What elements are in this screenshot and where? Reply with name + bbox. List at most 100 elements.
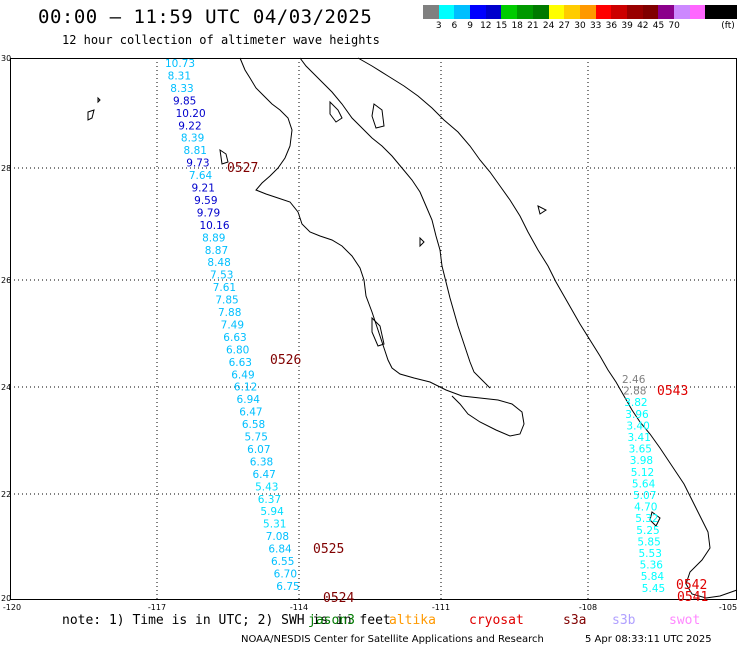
wave-height-value: 7.49 — [221, 319, 244, 331]
wave-height-value: 6.49 — [231, 369, 254, 381]
color-scale-bar — [423, 5, 737, 19]
lat-tick-26: 26 — [1, 276, 12, 285]
color-swatch — [705, 5, 722, 19]
lon-tick-108: -108 — [578, 603, 598, 612]
wave-height-value: 3.65 — [629, 444, 652, 456]
color-scale-label: 6 — [451, 21, 458, 31]
wave-height-value: 5.53 — [639, 548, 662, 560]
baja-pacific-coast — [239, 57, 525, 437]
wave-height-value: 10.20 — [176, 108, 206, 120]
wave-height-value: 5.43 — [255, 481, 278, 493]
tres-marias — [649, 511, 661, 527]
color-scale-label: 12 — [480, 21, 492, 31]
wave-height-value: 7.85 — [215, 295, 238, 307]
map-frame — [10, 58, 737, 600]
color-swatch — [721, 5, 737, 19]
lon-tick-117: -117 — [147, 603, 167, 612]
color-swatch — [423, 5, 439, 19]
color-scale-label: 3 — [435, 21, 442, 31]
pass-time-label: 0543 — [657, 384, 688, 399]
color-swatch — [642, 5, 659, 19]
color-swatch — [658, 5, 674, 19]
lon-tick-114: -114 — [289, 603, 309, 612]
color-swatch — [674, 5, 690, 19]
lon-tick-105: -105 — [718, 603, 738, 612]
color-swatch — [548, 5, 565, 19]
wave-height-value: 6.55 — [271, 556, 294, 568]
wave-height-value: 5.75 — [245, 432, 268, 444]
wave-height-value: 10.16 — [199, 220, 229, 232]
color-scale-label: 42 — [637, 21, 649, 31]
wave-height-value: 8.81 — [184, 145, 207, 157]
wave-height-value: 4.70 — [634, 502, 657, 514]
pass-time-label: 0541 — [677, 590, 708, 605]
satellite-s3b: s3b — [612, 613, 635, 628]
wave-height-value: 5.36 — [640, 560, 664, 572]
color-swatch — [579, 5, 596, 19]
wave-height-value: 5.84 — [641, 571, 665, 583]
color-scale-label: 24 — [542, 21, 555, 31]
wave-height-value: 2.88 — [623, 386, 646, 398]
color-scale-label: 33 — [589, 21, 602, 31]
wave-height-value: 5.64 — [632, 478, 656, 490]
wave-height-value: 6.07 — [247, 444, 270, 456]
wave-height-value: 6.70 — [274, 568, 297, 580]
map-title: 00:00 – 11:59 UTC 04/03/2025 — [38, 6, 373, 28]
color-swatch — [485, 5, 502, 19]
wave-height-value: 9.22 — [178, 120, 201, 132]
color-swatch — [438, 5, 455, 19]
wave-height-value: 6.12 — [234, 382, 257, 394]
color-swatch — [532, 5, 549, 19]
wave-height-value: 8.48 — [207, 257, 230, 269]
lon-tick-120: -120 — [2, 603, 22, 612]
color-swatch — [689, 5, 706, 19]
wave-height-value: 5.07 — [633, 490, 656, 502]
gulf-island-1 — [419, 236, 425, 248]
lat-tick-24: 24 — [1, 383, 12, 392]
color-swatch — [611, 5, 627, 19]
lat-tick-20: 20 — [1, 594, 12, 603]
wave-height-value: 9.73 — [186, 158, 209, 170]
wave-height-value: 6.58 — [242, 419, 265, 431]
wave-height-value: 6.63 — [229, 357, 252, 369]
wave-height-value: 10.73 — [165, 58, 195, 70]
wave-height-value: 5.94 — [260, 506, 284, 518]
sonora-island — [329, 100, 343, 123]
color-swatch — [564, 5, 580, 19]
satellite-s3b-label: s3b — [612, 613, 636, 628]
wave-height-value: 6.38 — [250, 456, 273, 468]
pass-time-label: 0525 — [313, 542, 344, 557]
wave-height-value: 3.40 — [626, 420, 649, 432]
color-scale-label: 9 — [467, 21, 473, 31]
wave-height-value: 7.64 — [189, 170, 213, 182]
color-scale-label: 70 — [668, 21, 680, 31]
pass-time-label: 0542 — [676, 578, 707, 593]
color-scale-label: 45 — [652, 21, 665, 31]
satellite-cryosat-label: cryosat — [469, 613, 524, 628]
wave-height-value: 7.88 — [218, 307, 241, 319]
mainland-mexico-coast — [357, 57, 738, 599]
color-swatch — [470, 5, 486, 19]
coastline — [87, 57, 738, 599]
satellite-cryosat: cryosat — [469, 613, 524, 628]
lat-tick-30: 30 — [1, 54, 12, 63]
color-swatch — [626, 5, 643, 19]
wave-height-value: 3.41 — [628, 432, 651, 444]
wave-height-value: 9.79 — [197, 207, 220, 219]
satellite-altika: altika — [389, 613, 436, 628]
wave-height-value: 8.39 — [181, 133, 204, 145]
satellite-jason3: jason3 — [308, 613, 355, 628]
color-scale-labels: 3 6 9 12 15 18 21 24 27 30 33 36 39 42 45 70 (ft) — [423, 21, 739, 33]
wave-height-value: 5.45 — [642, 583, 665, 595]
wave-height-value: 9.21 — [192, 183, 215, 195]
wave-height-value: 5.12 — [631, 467, 654, 479]
wave-height-value: 8.89 — [202, 232, 225, 244]
tiburon-island — [371, 103, 385, 129]
map-subtitle: 12 hour collection of altimeter wave hei… — [62, 33, 380, 47]
satellite-swot: swot — [669, 613, 700, 628]
color-scale-label: 36 — [605, 21, 618, 31]
wave-height-value: 7.08 — [266, 531, 289, 543]
lon-tick-111: -111 — [431, 603, 451, 612]
